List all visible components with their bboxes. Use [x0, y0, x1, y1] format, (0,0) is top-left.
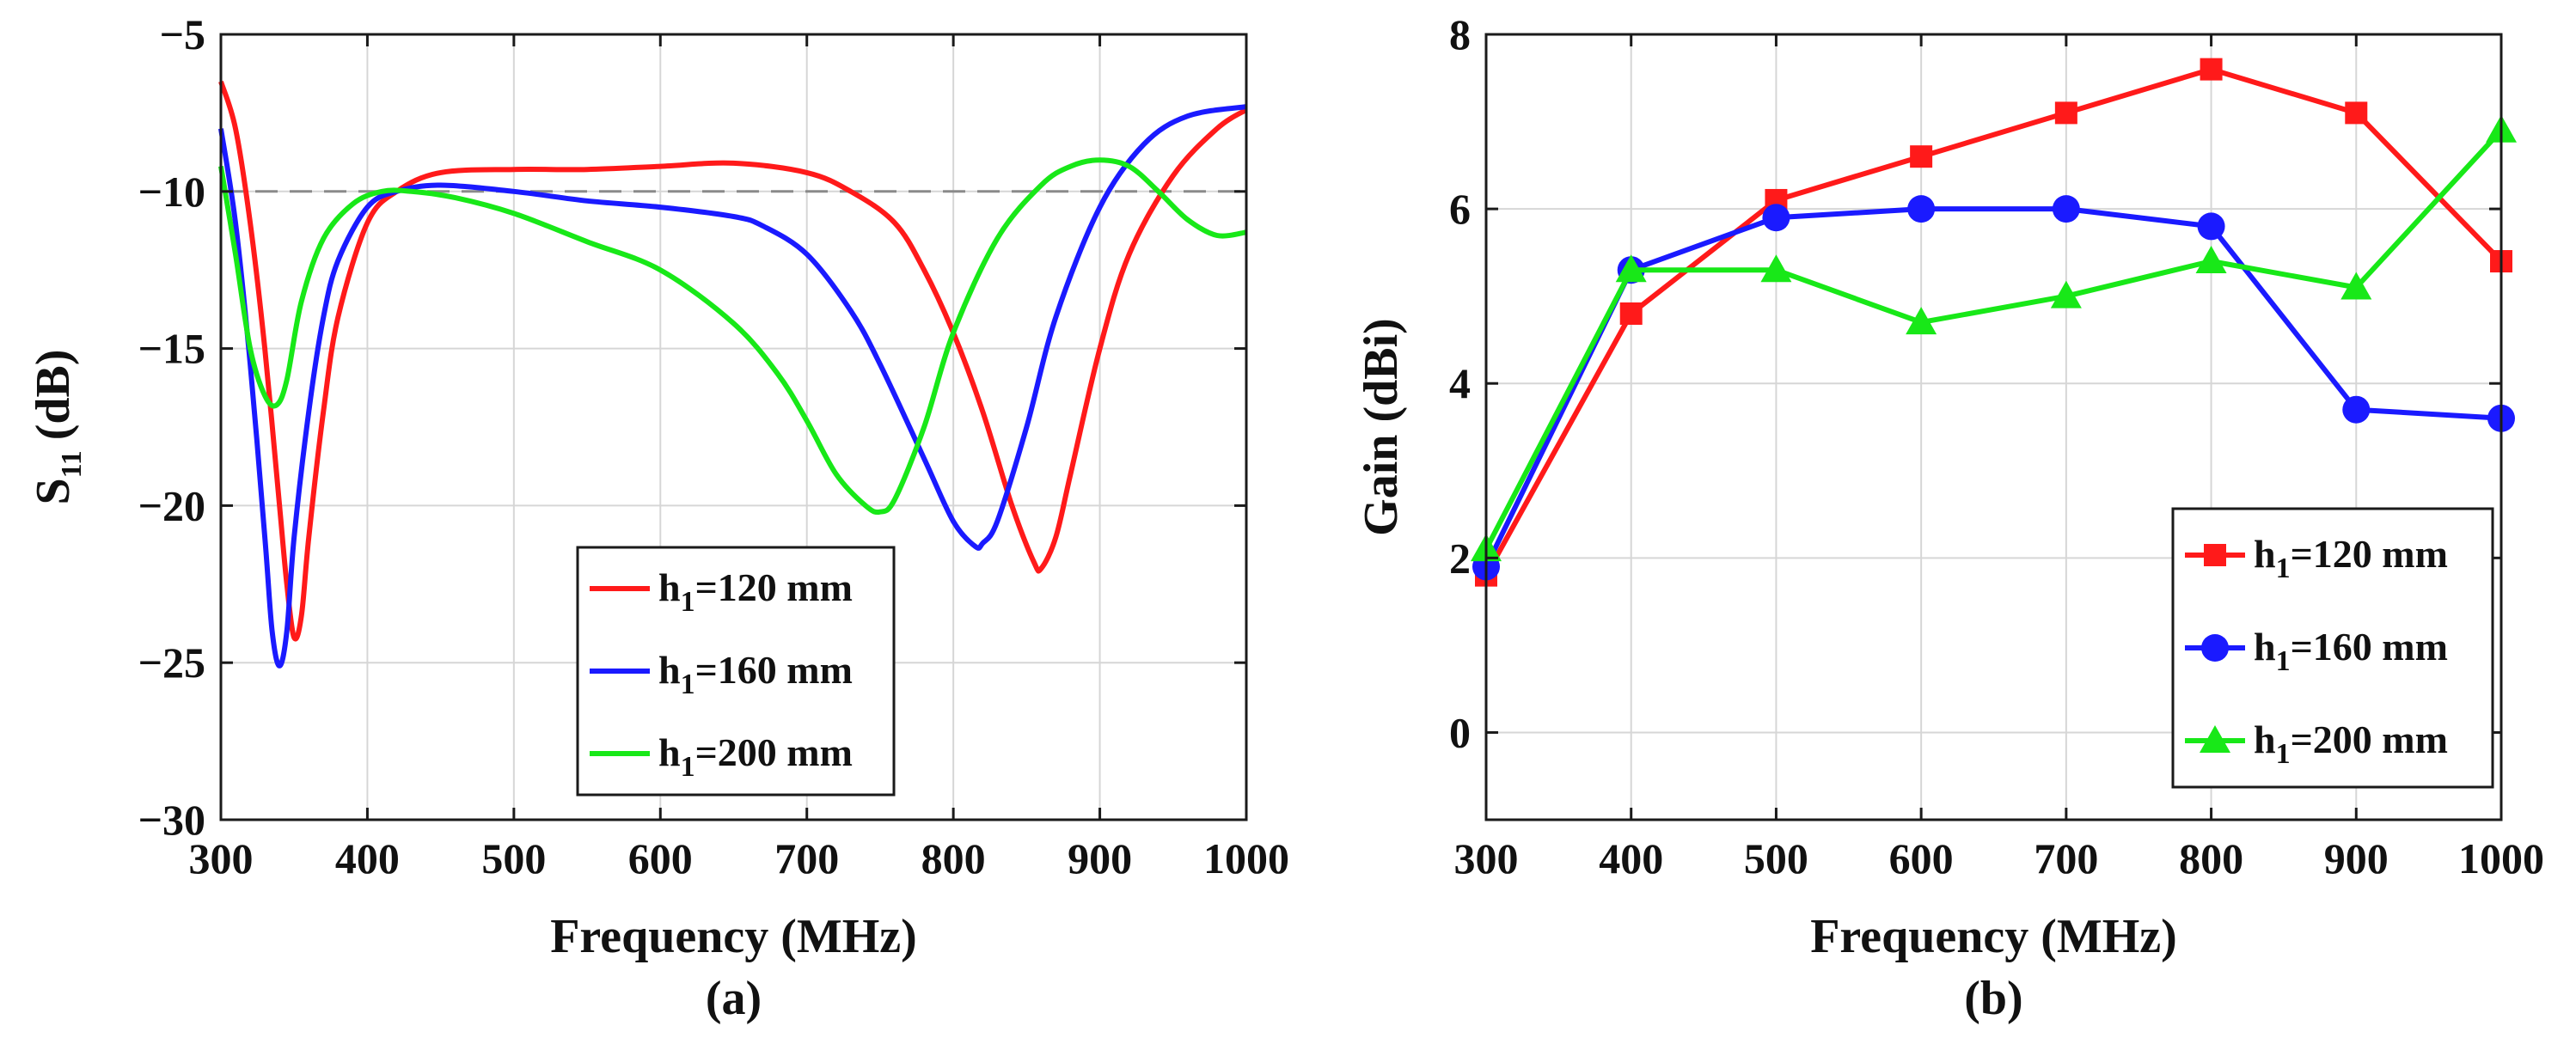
panel-b-gain-chart: 300 400 500 600 700 800 900 1000 0 2 4 6 8 Frequenc… — [1355, 10, 2544, 1025]
series-line-h1-200-mm — [218, 157, 1247, 516]
x-tick-label: 600 — [628, 834, 693, 882]
x-tick-label: 300 — [189, 834, 254, 882]
legend-marker-triangle — [2200, 725, 2230, 753]
panel-a-y-axis-label-unit: (dB) — [27, 349, 80, 440]
legend-label-rest: =160 mm — [695, 648, 853, 692]
legend-label-sub: 1 — [681, 669, 695, 700]
legend-label-main: h — [658, 730, 681, 774]
panel-a-axes-frame — [219, 33, 1248, 821]
panel-b-axes-frame — [1484, 33, 2503, 821]
legend-label-rest: =200 mm — [695, 730, 853, 774]
x-tick-label: 1000 — [2458, 834, 2544, 882]
x-tick-label: 900 — [2324, 834, 2389, 882]
panel-a-s11-chart: 300 400 500 600 700 800 900 1000 −30 −25 −20 −15 −1… — [27, 10, 1289, 1025]
x-tick-label: 900 — [1068, 834, 1132, 882]
data-point-triangle — [1906, 307, 1937, 335]
panel-a-series — [218, 80, 1248, 669]
panel-b-y-ticks: 0 2 4 6 8 — [1449, 10, 2501, 756]
panel-b-series — [1471, 58, 2517, 587]
y-tick-label: 6 — [1449, 185, 1471, 233]
y-tick-label: −15 — [138, 325, 206, 373]
data-point-triangle — [2050, 280, 2082, 308]
x-tick-label: 1000 — [1203, 834, 1289, 882]
legend-marker-square — [2204, 544, 2226, 566]
legend-label: h1=160 mm — [658, 648, 853, 700]
panel-a-y-axis-label-sub: 11 — [56, 450, 88, 478]
panel-b-x-ticks: 300 400 500 600 700 800 900 1000 — [1454, 34, 2544, 882]
legend-label: h1=200 mm — [658, 730, 853, 783]
data-point-square — [2054, 101, 2077, 125]
x-tick-label: 500 — [1744, 834, 1808, 882]
legend-label-main: h — [2254, 532, 2276, 576]
panel-b-x-axis-label: Frequency (MHz) — [1810, 910, 2177, 963]
x-tick-label: 300 — [1454, 834, 1519, 882]
x-tick-label: 600 — [1889, 834, 1954, 882]
panel-b-caption: (b) — [1964, 972, 2022, 1025]
x-tick-label: 800 — [921, 834, 986, 882]
panel-a-y-axis-label-main: S — [27, 478, 80, 504]
data-point-square — [1619, 302, 1643, 325]
panel-a-y-ticks: −30 −25 −20 −15 −10 −5 — [138, 10, 1246, 844]
panel-a-x-ticks: 300 400 500 600 700 800 900 1000 — [189, 34, 1289, 882]
y-tick-label: 8 — [1449, 10, 1471, 58]
data-point-circle — [2342, 395, 2371, 424]
y-tick-label: −30 — [138, 796, 206, 844]
legend-label-main: h — [2254, 625, 2276, 669]
x-tick-label: 700 — [2034, 834, 2098, 882]
legend-label-sub: 1 — [2276, 553, 2291, 584]
panel-b-y-axis-label: Gain (dBi) — [1355, 318, 1408, 536]
data-point-square — [1910, 145, 1933, 168]
x-tick-label: 400 — [335, 834, 400, 882]
legend-label-rest: =120 mm — [2291, 532, 2448, 576]
y-tick-label: 4 — [1449, 359, 1471, 407]
y-tick-label: 2 — [1449, 534, 1471, 582]
panel-a-y-axis-label: S11 (dB) — [27, 349, 88, 504]
y-tick-label: −10 — [138, 168, 206, 216]
legend-label-main: h — [2254, 717, 2276, 761]
panel-a-caption: (a) — [706, 972, 762, 1025]
y-tick-label: −5 — [160, 10, 206, 58]
data-point-circle — [2052, 195, 2080, 223]
legend-label-rest: =160 mm — [2291, 625, 2448, 669]
legend-label-sub: 1 — [681, 586, 695, 618]
data-point-triangle — [2340, 272, 2372, 300]
panel-a-x-axis-label: Frequency (MHz) — [550, 910, 917, 963]
legend-label-sub: 1 — [2276, 738, 2291, 770]
y-tick-label: −25 — [138, 638, 206, 687]
legend-label: h1=120 mm — [658, 565, 853, 618]
legend-label-main: h — [658, 565, 681, 609]
data-point-square — [2200, 58, 2223, 81]
data-point-triangle — [1615, 254, 1647, 283]
legend-label: h1=200 mm — [2254, 717, 2448, 770]
x-tick-label: 700 — [774, 834, 839, 882]
series-line-h1-120-mm — [1484, 66, 2504, 577]
legend-label-rest: =120 mm — [695, 565, 853, 609]
y-tick-label: 0 — [1449, 708, 1471, 756]
series-line-h1-120-mm — [218, 80, 1248, 642]
x-tick-label: 400 — [1599, 834, 1663, 882]
y-tick-label: −20 — [138, 481, 206, 529]
data-point-circle — [2197, 212, 2225, 241]
series-line-h1-200-mm — [1484, 128, 2504, 551]
legend-label-main: h — [658, 648, 681, 692]
legend-label: h1=120 mm — [2254, 532, 2448, 584]
data-point-circle — [1907, 195, 1936, 223]
legend-label-sub: 1 — [681, 751, 695, 783]
x-tick-label: 500 — [481, 834, 546, 882]
legend-label-rest: =200 mm — [2291, 717, 2448, 761]
data-point-square — [2345, 101, 2368, 125]
data-point-circle — [1762, 204, 1790, 232]
legend-marker-circle — [2201, 634, 2229, 662]
legend-label: h1=160 mm — [2254, 625, 2448, 677]
data-point-triangle — [2195, 246, 2227, 274]
data-point-triangle — [1760, 254, 1792, 283]
series-line-h1-160-mm — [218, 104, 1247, 669]
x-tick-label: 800 — [2179, 834, 2243, 882]
series-line-h1-160-mm — [1484, 206, 2502, 568]
legend-label-sub: 1 — [2276, 645, 2291, 677]
